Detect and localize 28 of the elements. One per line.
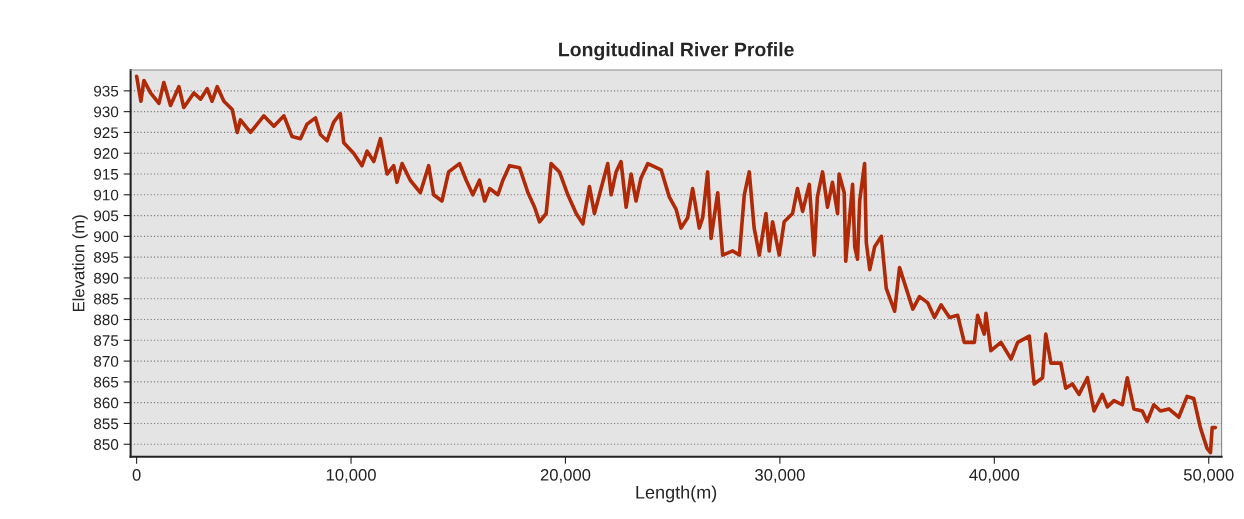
y-tick-label: 925 [94,127,119,139]
y-tick-label: 885 [93,293,119,305]
x-tick-label: 30,000 [755,468,805,483]
y-tick-label: 890 [93,272,119,284]
x-tick-label: 0 [132,468,141,481]
y-tick-label: 875 [93,335,119,346]
y-tick-label: 865 [93,376,119,388]
y-tick-label: 855 [93,418,119,430]
y-tick-label: 895 [93,252,119,263]
y-tick-label: 860 [93,397,119,409]
y-tick-label: 915 [94,168,119,180]
y-tick-label: 870 [93,355,119,367]
y-tick-label: 920 [94,148,119,159]
x-tick-label: 40,000 [969,468,1020,483]
x-tick-label: 20,000 [540,468,591,483]
chart-title: Longitudinal River Profile [559,42,794,61]
y-tick-label: 935 [94,85,119,97]
y-axis-title: Elevation (m) [72,215,88,312]
x-tick-label: 50,000 [1183,468,1234,483]
y-tick-label: 930 [94,106,119,118]
y-tick-label: 880 [93,314,119,326]
x-tick-label: 10,000 [326,468,376,483]
line-series [134,74,1218,455]
y-tick-label: 850 [93,439,119,450]
y-tick-label: 910 [94,189,119,201]
y-tick-label: 900 [94,231,119,243]
y-tick-label: 905 [94,210,119,222]
x-axis-title: Length(m) [636,485,717,503]
